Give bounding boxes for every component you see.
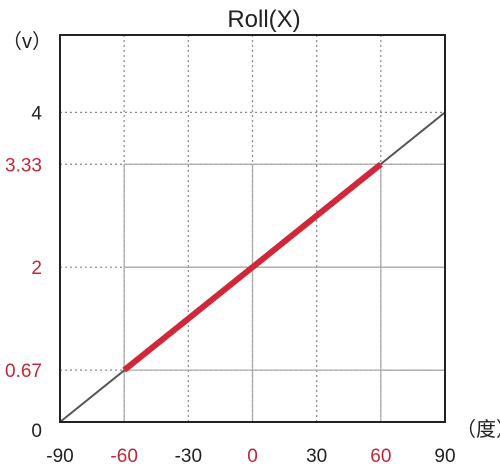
x-axis-unit-label: （度） xyxy=(456,418,500,441)
chart-title: Roll(X) xyxy=(227,6,300,33)
x-tick-label: 60 xyxy=(370,446,391,467)
y-tick-label: 0 xyxy=(31,421,42,442)
x-tick-label: 0 xyxy=(247,446,258,467)
x-tick-label: -30 xyxy=(175,446,202,467)
x-tick-label: 90 xyxy=(434,446,455,467)
x-tick-label: 30 xyxy=(306,446,327,467)
x-tick-label: -90 xyxy=(46,446,73,467)
y-tick-label: 0.67 xyxy=(5,361,42,382)
x-tick-label: -60 xyxy=(110,446,137,467)
y-tick-label: 3.33 xyxy=(5,155,42,176)
plot-frame xyxy=(59,34,446,423)
output-range-line xyxy=(122,161,383,373)
y-tick-label: 4 xyxy=(31,103,42,124)
y-tick-label: 2 xyxy=(31,258,42,279)
y-axis-unit-label: （v） xyxy=(2,30,52,53)
